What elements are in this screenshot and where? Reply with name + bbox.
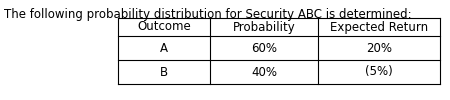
Text: Probability: Probability: [233, 20, 295, 34]
Text: 20%: 20%: [366, 42, 392, 55]
Text: The following probability distribution for Security ABC is determined:: The following probability distribution f…: [4, 8, 412, 21]
Text: 60%: 60%: [251, 42, 277, 55]
Text: (5%): (5%): [365, 66, 393, 78]
Text: A: A: [160, 42, 168, 55]
Text: Expected Return: Expected Return: [330, 20, 428, 34]
Text: B: B: [160, 66, 168, 78]
Text: Outcome: Outcome: [137, 20, 191, 34]
Text: 40%: 40%: [251, 66, 277, 78]
